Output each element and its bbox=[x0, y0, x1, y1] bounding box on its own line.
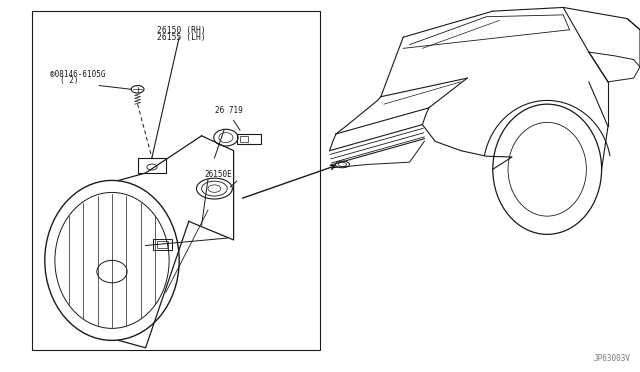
Bar bbox=[153, 239, 172, 250]
Bar bbox=[32, 11, 320, 350]
Text: 26150E: 26150E bbox=[205, 170, 232, 179]
Bar bbox=[138, 158, 166, 173]
Text: ®08146-6105G: ®08146-6105G bbox=[50, 70, 106, 79]
Text: JP63003V: JP63003V bbox=[593, 354, 630, 363]
Bar bbox=[237, 134, 261, 144]
Text: 26155 (LH): 26155 (LH) bbox=[157, 33, 205, 42]
Bar bbox=[157, 241, 168, 248]
Bar bbox=[240, 136, 248, 142]
Text: 26 719: 26 719 bbox=[215, 106, 243, 115]
Text: ( 2): ( 2) bbox=[60, 76, 78, 85]
Text: 26150 (RH): 26150 (RH) bbox=[157, 26, 205, 35]
